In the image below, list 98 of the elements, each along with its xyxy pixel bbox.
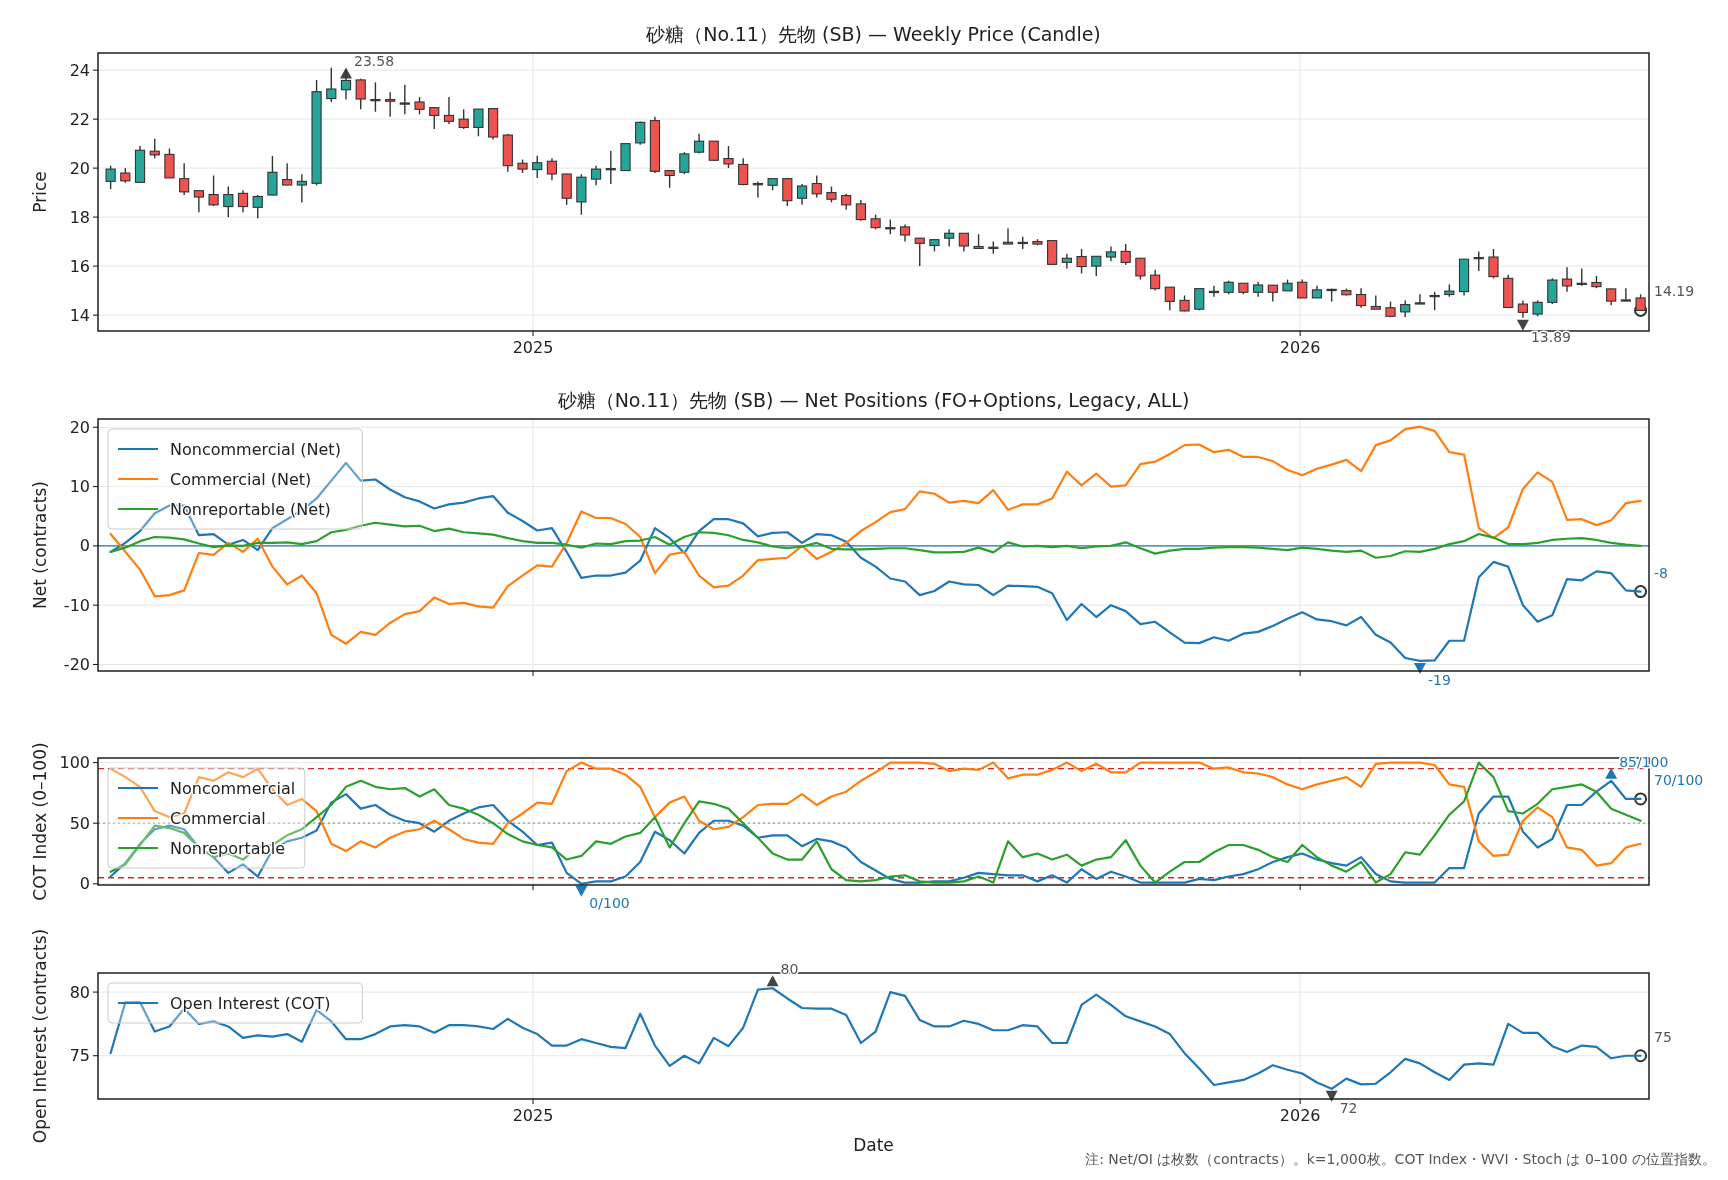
candlestick	[1547, 277, 1558, 305]
candlestick	[179, 162, 190, 196]
candlestick	[282, 162, 293, 186]
legend-label: Noncommercial (Net)	[170, 439, 341, 459]
annotation: 0/100	[589, 894, 630, 911]
y-tick-label: -20	[63, 655, 90, 675]
y-tick-label: 100	[59, 753, 90, 773]
candlestick	[355, 78, 366, 111]
candlestick	[296, 173, 307, 204]
candlestick	[252, 194, 263, 220]
annotation: 13.89	[1530, 328, 1571, 345]
y-axis-title: Open Interest (contracts)	[30, 928, 50, 1144]
text: 注: Net/OI は枚数（contracts）。k=1,000枚。COT Index・WVI・Stoch は 0–100 の位置指数。	[1085, 1151, 1716, 1167]
candlestick	[326, 67, 337, 103]
candlestick	[914, 237, 925, 267]
line-series	[109, 425, 1642, 645]
legend-label: Commercial (Net)	[170, 469, 312, 489]
candlestick	[811, 174, 822, 199]
candlestick	[1429, 291, 1440, 311]
y-tick-label: 16	[69, 256, 90, 276]
y-tick-label: 80	[69, 982, 90, 1002]
candlestick	[723, 145, 734, 169]
candlestick	[149, 138, 160, 160]
candlestick	[385, 91, 396, 118]
y-axis-title: Price	[30, 171, 50, 213]
candlestick	[958, 232, 969, 253]
line-series	[109, 521, 1642, 559]
candlestick	[1150, 269, 1161, 292]
candlestick	[105, 164, 116, 190]
legend-label: Commercial	[170, 808, 266, 828]
candlestick	[208, 174, 219, 207]
candlestick	[1488, 248, 1499, 280]
y-axis-title: COT Index (0–100)	[30, 742, 50, 901]
candlestick	[1135, 257, 1146, 281]
candlestick	[752, 180, 764, 199]
y-tick-label: 0	[79, 536, 90, 556]
y-axis-title: Net (contracts)	[30, 481, 50, 609]
x-tick-label: 2025	[512, 1106, 554, 1125]
candlestick	[1164, 286, 1175, 311]
candlestick	[1355, 287, 1367, 309]
candlestick	[443, 96, 455, 125]
y-tick-label: 14	[69, 305, 90, 325]
candlestick	[1120, 243, 1131, 266]
candlestick	[796, 183, 808, 206]
y-tick-label: 0	[79, 874, 90, 894]
annotation: -8	[1654, 564, 1668, 581]
candlestick	[590, 164, 602, 186]
candlestick	[473, 108, 484, 137]
annotation: -19	[1427, 671, 1451, 688]
candlestick	[370, 81, 381, 113]
y-tick-label: 20	[69, 417, 90, 437]
candlestick	[458, 108, 469, 130]
candlestick	[1061, 253, 1072, 270]
candlestick	[738, 157, 749, 186]
candlestick	[1002, 227, 1014, 245]
candlestick	[1076, 248, 1087, 275]
candlestick	[546, 157, 558, 182]
x-tick-label: 2026	[1279, 338, 1321, 357]
candlestick	[223, 185, 234, 218]
y-tick-label: 18	[69, 207, 90, 227]
candlestick	[1047, 239, 1058, 266]
y-tick-label: 22	[69, 109, 90, 129]
annotation: 70/100	[1654, 771, 1704, 788]
candlestick	[267, 155, 278, 196]
chart-title: 砂糖（No.11）先物 (SB) — Weekly Price (Candle)	[645, 23, 1101, 45]
candlestick	[679, 151, 690, 175]
candlestick	[944, 228, 955, 248]
y-tick-label: 20	[69, 158, 90, 178]
candlestick	[855, 199, 866, 222]
y-tick-label: 50	[69, 813, 90, 833]
legend-label: Open Interest (COT)	[170, 993, 331, 1013]
candlestick	[1208, 284, 1220, 298]
y-tick-label: 10	[69, 477, 90, 497]
candlestick	[164, 147, 175, 179]
candlestick	[708, 140, 719, 162]
candlestick	[1620, 287, 1631, 302]
x-tick-label: 2025	[512, 338, 554, 357]
x-tick-label: 2026	[1279, 1106, 1321, 1125]
candlestick	[399, 84, 410, 115]
y-tick-label: -10	[63, 595, 90, 615]
candlestick	[1091, 255, 1102, 277]
candlestick	[1414, 293, 1426, 305]
candlestick	[605, 150, 616, 185]
chart-title: 砂糖（No.11）先物 (SB) — Net Positions (FO+Options, Legacy, ALL)	[556, 389, 1190, 411]
candlestick	[193, 189, 204, 213]
annotation: 23.58	[353, 53, 395, 70]
x-axis-title: Date	[853, 1135, 894, 1155]
candlestick	[1297, 278, 1308, 299]
annotation: 75	[1654, 1028, 1672, 1045]
annotation: 14.19	[1654, 283, 1695, 300]
candlestick	[782, 177, 793, 207]
candlestick	[532, 155, 543, 179]
y-tick-label: 24	[69, 60, 90, 80]
annotation: 72	[1339, 1099, 1358, 1116]
candlestick	[237, 189, 249, 213]
candlestick	[1473, 250, 1484, 272]
y-tick-label: 75	[69, 1046, 90, 1066]
candlestick	[1561, 266, 1573, 293]
